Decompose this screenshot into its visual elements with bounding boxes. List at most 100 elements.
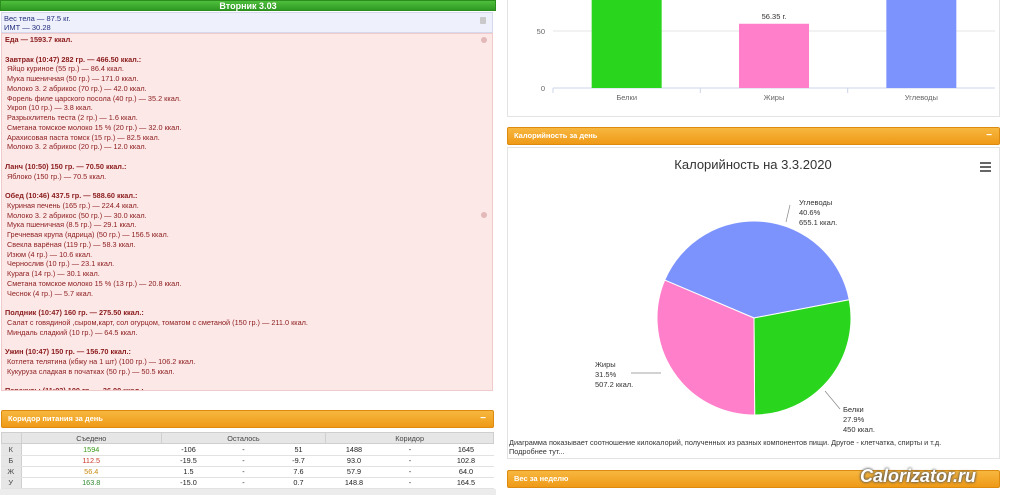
- corridor-body: К 1594 -106-51 1488-1645 Б 112.5 -19.5- -9.7 93.…: [1, 444, 494, 489]
- calories-pie-chart: Калорийность на 3.3.2020 Углеводы40.6%655…: [595, 157, 991, 434]
- remaining-separator: -: [216, 455, 271, 467]
- corridor-min: 57.9: [326, 466, 382, 478]
- week-panel-header[interactable]: Вес за неделю: [507, 470, 1000, 488]
- row-label: К: [1, 444, 22, 456]
- meal-line: Перекусы (11:03) 100 гр. — 36.00 ккал.:: [5, 386, 144, 391]
- corridor-max: 1645: [438, 444, 494, 456]
- caption-more-link[interactable]: Подробнее тут...: [509, 447, 565, 456]
- spacer: [5, 337, 489, 347]
- food-item: Мука пшеничная (8.5 гр.) — 29.1 ккал.: [7, 220, 137, 230]
- remaining-header: Осталось: [160, 432, 327, 444]
- pie-slice-углеводы[interactable]: [664, 220, 850, 319]
- day-title: Вторник 3.03: [219, 1, 277, 11]
- corner-header: [1, 432, 22, 444]
- menu-icon[interactable]: [980, 162, 991, 164]
- menu-icon[interactable]: [980, 166, 991, 168]
- slice-label: Жиры: [595, 360, 616, 369]
- remaining-max: 51: [271, 444, 326, 456]
- food-item: Яблоко (150 гр.) — 70.5 ккал.: [7, 171, 107, 181]
- bar-3: [886, 0, 957, 88]
- food-item: Сметана томское молоко 15 % (13 гр.) — 2…: [7, 278, 182, 288]
- food-item: Курага (14 гр.) — 30.1 ккал.: [7, 269, 100, 278]
- spacer: [5, 45, 489, 55]
- edit-icon[interactable]: [481, 37, 487, 43]
- bar-2: [739, 23, 809, 88]
- eaten-value: 1594: [21, 444, 161, 456]
- pie-slice-жиры[interactable]: [656, 279, 756, 416]
- week-panel-title: Вес за неделю: [514, 474, 569, 483]
- food-item: Чернослив (10 гр.) — 23.1 ккал.: [7, 259, 115, 269]
- remaining-max: 7.6: [271, 466, 326, 478]
- slice-percent: 31.5%: [595, 370, 617, 379]
- table-row: У 163.8 -15.0-0.7 148.8-164.5: [1, 477, 494, 489]
- corridor-max: 164.5: [438, 477, 494, 489]
- macros-bar-chart-frame: [507, 0, 1000, 117]
- corridor-header: Коридор: [325, 432, 494, 444]
- calories-pie-frame: [507, 147, 1000, 459]
- spacer: [5, 181, 489, 191]
- remaining-min: -19.5: [161, 455, 216, 467]
- corridor-min: 1488: [326, 444, 382, 456]
- eaten-value: 56.4: [21, 466, 161, 478]
- food-item: Молоко 3. 2 абрикос (50 гр.) — 30.0 ккал…: [7, 210, 147, 220]
- food-item: Кукуруза сладкая в початках (50 гр.) — 5…: [7, 366, 175, 376]
- food-log: Еда — 1593.7 ккал. Завтрак (10:47) 282 гр…: [1, 33, 493, 391]
- row-label: У: [1, 477, 22, 489]
- food-item: Сметана томское молоко 15 % (20 гр.) — 3…: [7, 122, 182, 132]
- remaining-separator: -: [216, 466, 271, 478]
- left-column: Вторник 3.03 Вес тела — 87.5 кг. ИМТ — 3…: [0, 0, 496, 495]
- body-bmi: ИМТ — 30.28: [4, 23, 51, 32]
- corridor-panel-title: Коридор питания за день: [8, 414, 103, 423]
- watermark: Calorizator.ru: [860, 466, 977, 486]
- corridor-min: 93.0: [326, 455, 382, 467]
- meal-line: Завтрак (10:47) 282 гр. — 466.50 ккал.:: [5, 54, 142, 64]
- food-item: Куриная печень (165 гр.) — 224.4 ккал.: [7, 200, 139, 210]
- corridor-separator: -: [382, 477, 438, 489]
- table-row: К 1594 -106-51 1488-1645: [1, 444, 494, 456]
- food-item: Укроп (10 гр.) — 3.8 ккал.: [7, 103, 93, 113]
- corridor-separator: -: [382, 466, 438, 478]
- slice-percent: 40.6%: [799, 208, 821, 217]
- food-item: Молоко 3. 2 абрикос (20 гр.) — 12.0 ккал…: [7, 142, 147, 152]
- pie-slice-белки[interactable]: [753, 299, 852, 416]
- collapse-icon[interactable]: −: [480, 413, 486, 424]
- spacer: [5, 298, 489, 308]
- slice-kcal: 655.1 ккал.: [799, 218, 837, 227]
- caption-text: Диаграмма показывает соотношение килокал…: [509, 438, 942, 447]
- bar-1: [591, 0, 662, 88]
- spacer: [5, 376, 489, 386]
- food-item: Гречневая крупа (ядрица) (50 гр.) — 156.…: [7, 230, 169, 239]
- connector-line: [824, 390, 841, 410]
- corridor-panel-header[interactable]: Коридор питания за день −: [1, 410, 494, 428]
- edit-icon[interactable]: [481, 212, 487, 218]
- eaten-value: 112.5: [21, 455, 161, 467]
- remaining-min: 1.5: [161, 466, 216, 478]
- meal-line: Ужин (10:47) 150 гр. — 156.70 ккал.:: [5, 347, 131, 356]
- remaining-separator: -: [216, 444, 271, 456]
- table-row: Ж 56.4 1.5-7.6 57.9-64.0: [1, 466, 494, 478]
- menu-icon[interactable]: [980, 170, 991, 172]
- x-tick-label: Углеводы: [905, 93, 938, 102]
- body-metrics: Вес тела — 87.5 кг. ИМТ — 30.28: [1, 12, 493, 33]
- x-tick-label: Жиры: [764, 93, 785, 102]
- remaining-separator: -: [216, 477, 271, 489]
- spacer: [5, 152, 489, 162]
- eaten-value: 163.8: [21, 477, 161, 489]
- macros-bar-chart: 0 50 Белки Жиры 56.35 г. Углеводы: [537, 0, 995, 102]
- calories-panel-title: Калорийность за день: [514, 131, 598, 140]
- chart-caption: Диаграмма показывает соотношение килокал…: [509, 438, 999, 456]
- day-header[interactable]: Вторник 3.03: [0, 0, 496, 11]
- corridor-max: 64.0: [438, 466, 494, 478]
- corridor-max: 102.8: [438, 455, 494, 467]
- collapse-icon[interactable]: −: [986, 130, 992, 141]
- calories-panel-header[interactable]: Калорийность за день −: [507, 127, 1000, 145]
- scroll-area: [0, 489, 496, 495]
- remaining-max: -9.7: [271, 455, 326, 467]
- food-item: Миндаль сладкий (10 гр.) — 64.5 ккал.: [7, 327, 138, 337]
- edit-icon[interactable]: [480, 17, 486, 24]
- meal-line: Полдник (10:47) 160 гр. — 275.50 ккал.:: [5, 308, 144, 317]
- food-item: Мука пшеничная (50 гр.) — 171.0 ккал.: [7, 74, 139, 83]
- food-item: Арахисовая паста томск (15 гр.) — 82.5 к…: [7, 132, 160, 142]
- eaten-header: Съедено: [20, 432, 162, 444]
